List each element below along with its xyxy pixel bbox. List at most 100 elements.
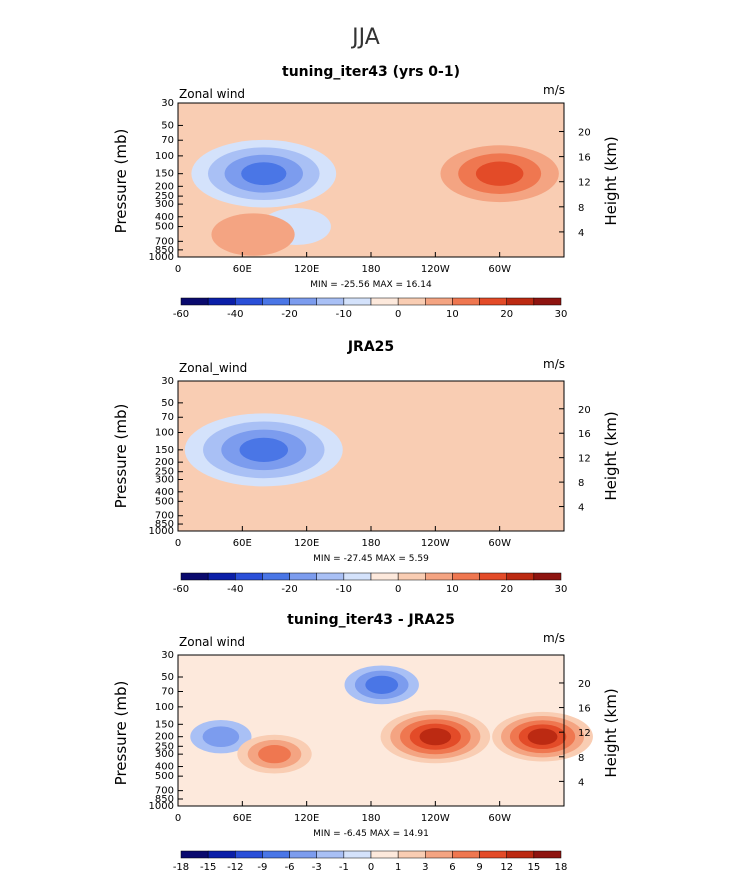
y-tick-label: 300 [155, 474, 174, 485]
colorbar-swatch [343, 572, 372, 581]
y-tick-label: 500 [155, 771, 174, 782]
colorbar-label: -60 [173, 309, 189, 320]
colorbar-label: 30 [555, 584, 568, 595]
colorbar-label: 20 [500, 309, 513, 320]
colorbar-label: -3 [312, 862, 322, 872]
right-tick-label: 12 [578, 454, 591, 465]
x-tick-label: 120W [421, 813, 450, 824]
colorbar-swatch [343, 297, 372, 306]
y-tick-label: 1000 [149, 801, 174, 812]
y-tick-label: 50 [161, 120, 174, 131]
colorbar-label: -20 [281, 584, 297, 595]
colorbar-swatch [506, 297, 535, 306]
x-tick-label: 120W [421, 264, 450, 275]
x-tick-label: 180 [361, 264, 380, 275]
colorbar-swatch [397, 850, 426, 859]
units-label: m/s [543, 83, 565, 97]
right-tick-label: 4 [578, 777, 584, 788]
y-tick-label: 70 [161, 135, 174, 146]
colorbar-swatch [235, 850, 263, 859]
x-tick-label: 60W [488, 264, 511, 275]
stats-label: MIN = -27.45 MAX = 5.59 [313, 554, 429, 564]
colorbar-label: -40 [227, 309, 243, 320]
colorbar-label: -40 [227, 584, 243, 595]
contour-region [241, 162, 287, 186]
right-tick-label: 4 [578, 228, 584, 239]
y-tick-label: 150 [155, 169, 174, 180]
x-tick-label: 0 [175, 813, 181, 824]
y-tick-label: 70 [161, 412, 174, 423]
colorbar-swatch [370, 572, 399, 581]
colorbar-swatch [316, 572, 345, 581]
y-tick-label: 400 [155, 762, 174, 773]
y-tick-label: 150 [155, 445, 174, 456]
colorbar-label: -1 [339, 862, 349, 872]
right-tick-label: 12 [578, 728, 591, 739]
colorbar-swatch [343, 850, 372, 859]
colorbar-label: 3 [422, 862, 428, 872]
colorbar-label: 15 [527, 862, 540, 872]
colorbar-label: 18 [555, 862, 568, 872]
x-tick-label: 0 [175, 264, 181, 275]
colorbar-label: 12 [500, 862, 513, 872]
colorbar-swatch [425, 572, 453, 581]
y-tick-label: 30 [161, 98, 174, 109]
colorbar-swatch [235, 572, 263, 581]
colorbar-label: 0 [395, 309, 401, 320]
x-tick-label: 180 [361, 538, 380, 549]
y-tick-label: 250 [155, 191, 174, 202]
colorbar-label: -20 [281, 309, 297, 320]
colorbar-swatch [289, 850, 317, 859]
colorbar-swatch [180, 850, 209, 859]
colorbar-label: -10 [336, 584, 352, 595]
colorbar-label: 20 [500, 584, 513, 595]
panel-reanalysis: JRA25 Zonal_wind m/s Pressure (mb) Heigh… [112, 339, 620, 595]
x-tick-label: 120E [294, 538, 319, 549]
y-tick-label: 300 [155, 199, 174, 210]
x-tick-label: 120E [294, 813, 319, 824]
x-tick-label: 0 [175, 538, 181, 549]
right-axis-label: Height (km) [602, 688, 620, 777]
panel-title: JRA25 [347, 339, 394, 355]
colorbar-swatch [479, 850, 507, 859]
colorbar-label: -12 [227, 862, 243, 872]
y-tick-label: 400 [155, 487, 174, 498]
x-tick-label: 60E [233, 813, 252, 824]
y-axis-label: Pressure (mb) [112, 681, 130, 786]
y-tick-label: 700 [155, 786, 174, 797]
colorbar-swatch [506, 572, 535, 581]
y-tick-label: 700 [155, 511, 174, 522]
right-tick-label: 16 [578, 429, 591, 440]
y-tick-label: 100 [155, 702, 174, 713]
colorbar-label: -9 [257, 862, 267, 872]
y-tick-label: 200 [155, 181, 174, 192]
colorbar-label: -10 [336, 309, 352, 320]
colorbar-swatch [370, 297, 399, 306]
colorbar-swatch [452, 572, 480, 581]
contour-region [211, 213, 295, 256]
y-tick-label: 250 [155, 467, 174, 478]
contour-region [475, 161, 524, 186]
contour-region [527, 728, 558, 745]
y-tick-label: 850 [155, 245, 174, 256]
y-tick-label: 150 [155, 719, 174, 730]
colorbar-label: 9 [476, 862, 482, 872]
colorbar-swatch [235, 297, 263, 306]
right-tick-label: 8 [578, 203, 584, 214]
colorbar-swatch [397, 572, 426, 581]
x-tick-label: 60W [488, 538, 511, 549]
y-tick-label: 70 [161, 686, 174, 697]
colorbar-label: 10 [446, 584, 459, 595]
colorbar-swatch [262, 297, 290, 306]
units-label: m/s [543, 357, 565, 371]
x-tick-label: 60E [233, 538, 252, 549]
right-tick-label: 16 [578, 153, 591, 164]
units-label: m/s [543, 631, 565, 645]
colorbar-swatch [452, 850, 480, 859]
colorbar-label: 0 [368, 862, 374, 872]
stats-label: MIN = -6.45 MAX = 14.91 [313, 829, 429, 839]
colorbar-label: 1 [395, 862, 401, 872]
y-tick-label: 700 [155, 236, 174, 247]
y-tick-label: 850 [155, 519, 174, 530]
